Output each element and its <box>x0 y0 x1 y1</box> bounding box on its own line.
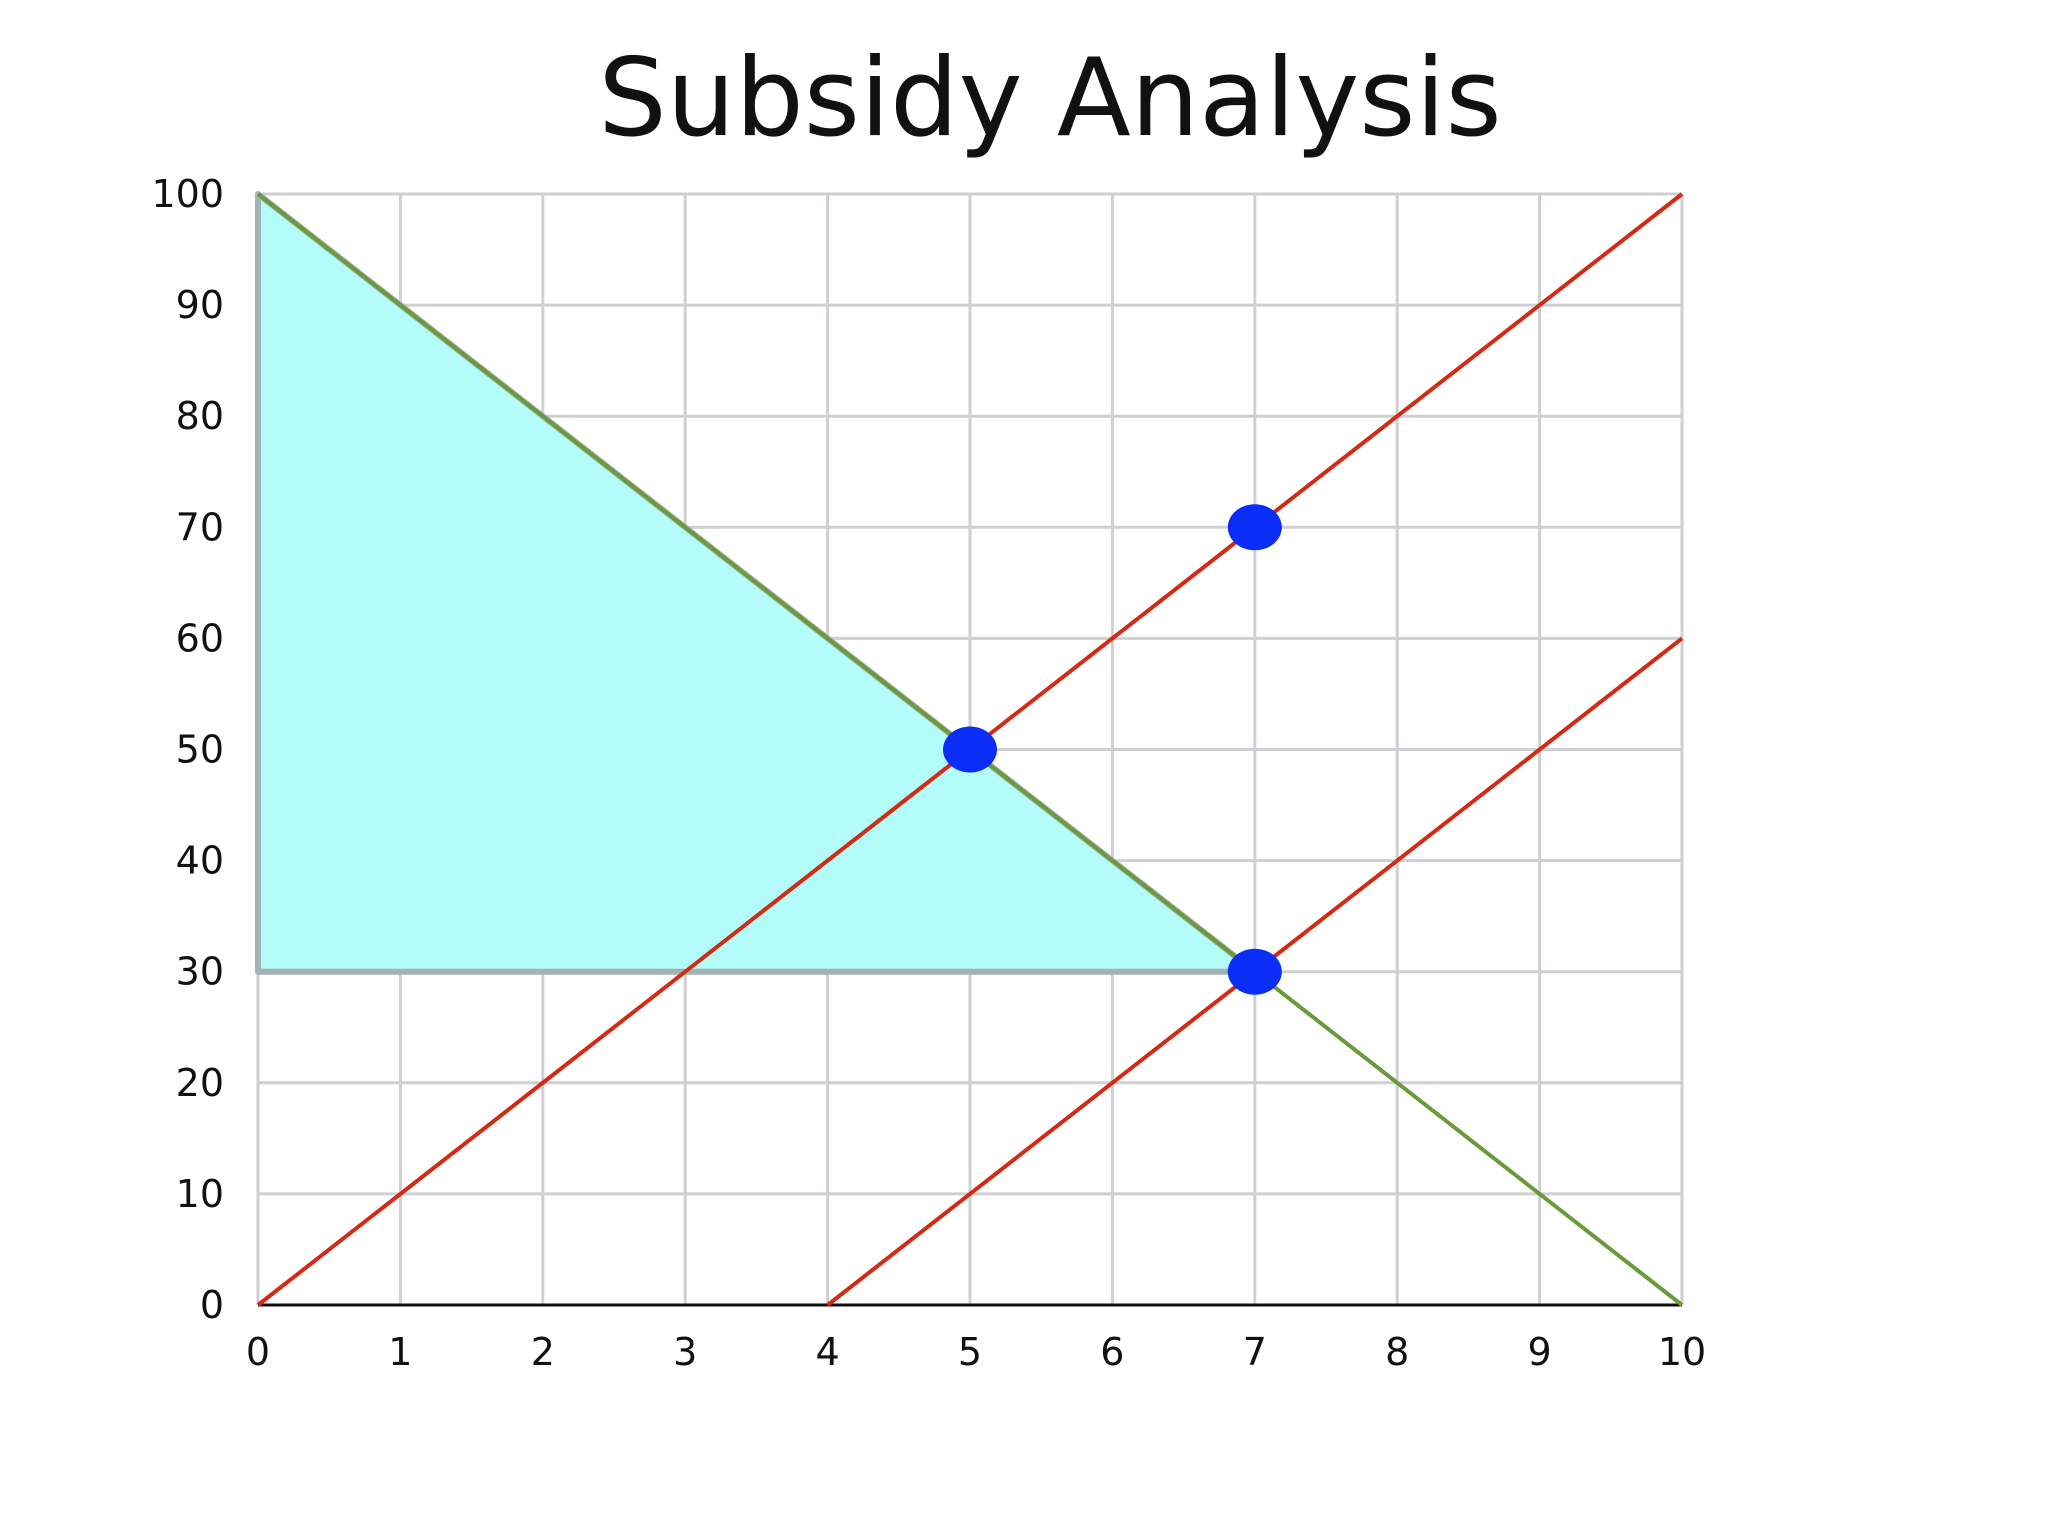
x-tick-label: 6 <box>1100 1330 1124 1374</box>
x-tick-label: 9 <box>1528 1330 1552 1374</box>
y-tick-label: 30 <box>176 950 224 994</box>
x-tick-label: 10 <box>1658 1330 1706 1374</box>
x-tick-label: 3 <box>673 1330 697 1374</box>
y-tick-label: 90 <box>176 283 224 327</box>
x-tick-label: 1 <box>388 1330 412 1374</box>
chart-title: Subsidy Analysis <box>598 36 1502 161</box>
y-tick-label: 60 <box>176 616 224 660</box>
points-layer <box>943 504 1282 995</box>
y-tick-label: 20 <box>176 1061 224 1105</box>
y-tick-label: 0 <box>200 1283 224 1327</box>
y-tick-label: 40 <box>176 839 224 883</box>
y-tick-label: 10 <box>176 1172 224 1216</box>
x-tick-label: 8 <box>1385 1330 1409 1374</box>
y-tick-label: 70 <box>176 505 224 549</box>
x-tick-label: 5 <box>958 1330 982 1374</box>
y-tick-label: 100 <box>151 172 224 216</box>
x-tick-label: 0 <box>246 1330 270 1374</box>
data-point <box>943 726 997 773</box>
y-tick-label: 50 <box>176 728 224 772</box>
y-tick-label: 80 <box>176 394 224 438</box>
x-tick-label: 7 <box>1243 1330 1267 1374</box>
x-tick-label: 2 <box>531 1330 555 1374</box>
x-tick-label: 4 <box>816 1330 840 1374</box>
data-point <box>1227 504 1282 551</box>
data-point <box>1227 948 1282 995</box>
